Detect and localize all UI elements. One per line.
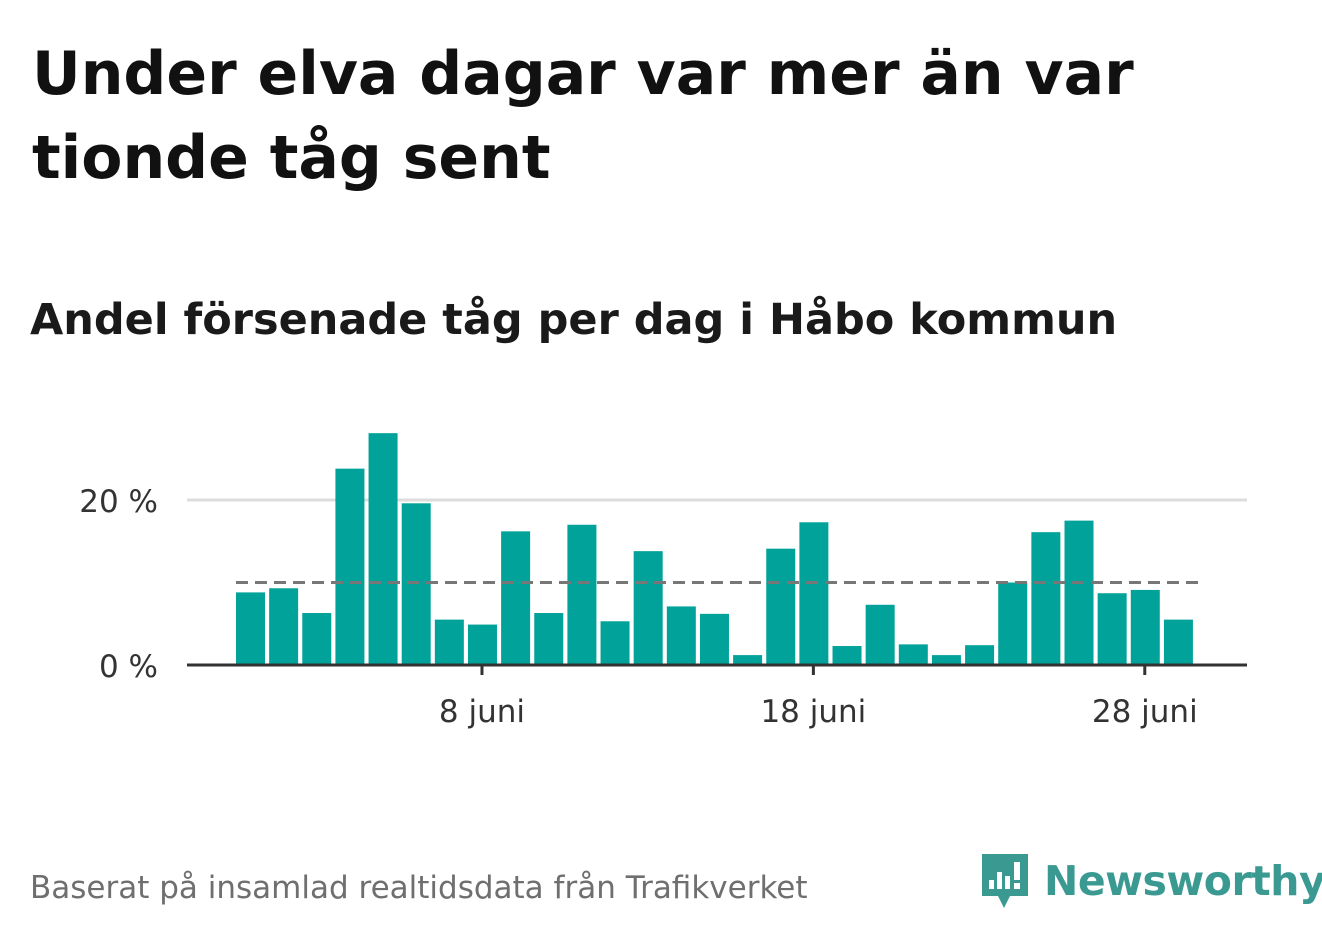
bar xyxy=(965,645,995,665)
bar xyxy=(236,592,265,665)
bar-chart: 0 % 20 % 8 juni 18 juni 28 juni xyxy=(79,433,1247,730)
y-tick-label: 0 % xyxy=(99,649,158,685)
bar xyxy=(766,548,796,665)
bar xyxy=(1097,593,1127,665)
bar xyxy=(1031,532,1061,665)
bar xyxy=(534,613,564,665)
bar xyxy=(1130,589,1160,665)
bar xyxy=(998,582,1028,665)
bar xyxy=(865,604,895,665)
y-tick-label: 20 % xyxy=(79,484,158,520)
bar xyxy=(799,522,829,665)
bar xyxy=(501,531,531,665)
bar xyxy=(666,606,696,665)
chart-subtitle: Andel försenade tåg per dag i Håbo kommu… xyxy=(30,295,1118,345)
axes: 0 % 20 % 8 juni 18 juni 28 juni xyxy=(79,484,1247,730)
bar xyxy=(335,468,365,665)
brand-logo: Newsworthy xyxy=(980,846,1322,916)
bar xyxy=(733,655,763,665)
brand-name: Newsworthy xyxy=(1044,857,1322,905)
bar xyxy=(434,619,464,665)
bar xyxy=(832,646,862,665)
bar xyxy=(600,621,630,665)
x-tick-label: 18 juni xyxy=(760,694,866,730)
bar xyxy=(302,613,332,665)
bar xyxy=(633,551,663,665)
x-tick-label: 28 juni xyxy=(1092,694,1198,730)
bar xyxy=(269,588,299,665)
bar xyxy=(931,655,961,665)
bar xyxy=(699,613,729,665)
newsworthy-bars-icon xyxy=(982,854,1028,908)
bars xyxy=(236,433,1193,665)
bar xyxy=(1064,520,1094,665)
bar xyxy=(401,503,431,665)
bar xyxy=(467,624,497,665)
bar xyxy=(368,433,398,665)
source-note: Baserat på insamlad realtidsdata från Tr… xyxy=(30,870,808,906)
x-tick-label: 8 juni xyxy=(439,694,525,730)
bar xyxy=(898,644,928,665)
bar xyxy=(1163,619,1193,665)
chart-title: Under elva dagar var mer än var tionde t… xyxy=(32,39,1134,193)
bar xyxy=(567,524,597,665)
